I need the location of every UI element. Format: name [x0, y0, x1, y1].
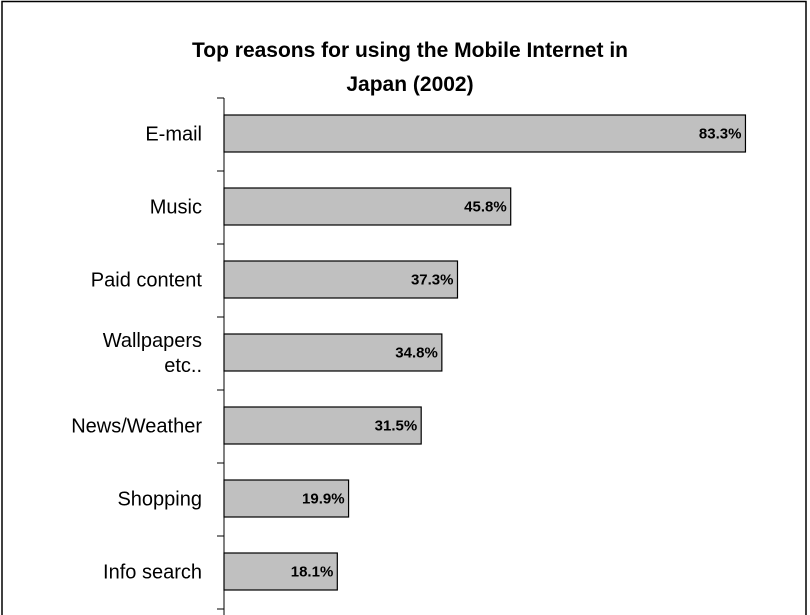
chart-title-line-2: Japan (2002) — [346, 73, 473, 96]
category-label-6: Shopping — [117, 489, 202, 511]
data-label-2: 45.8% — [464, 199, 507, 216]
category-label-5: News/Weather — [71, 416, 202, 438]
category-label-4: Wallpapers etc.. — [103, 330, 202, 377]
category-label-line: Shopping — [117, 489, 202, 511]
category-label-line: E-mail — [145, 124, 202, 146]
category-label-1: E-mail — [145, 124, 202, 146]
category-label-line: Wallpapers — [103, 330, 202, 352]
data-label-1: 83.3% — [699, 126, 742, 143]
category-label-7: Info search — [103, 562, 202, 584]
category-label-line: News/Weather — [71, 416, 202, 438]
category-label-3: Paid content — [91, 270, 203, 292]
category-label-line: Info search — [103, 562, 202, 584]
category-label-line: etc.. — [164, 355, 202, 377]
category-label-2: Music — [150, 197, 202, 219]
bar-1 — [223, 114, 747, 153]
bar-7 — [223, 552, 338, 591]
data-label-6: 19.9% — [302, 491, 345, 508]
data-label-4: 34.8% — [395, 345, 438, 362]
chart-title-line-1: Top reasons for using the Mobile Interne… — [192, 39, 628, 62]
bar-3 — [223, 260, 459, 299]
data-label-7: 18.1% — [291, 564, 334, 581]
bar-2 — [223, 187, 512, 226]
bar-6 — [223, 479, 350, 518]
bar-5 — [223, 406, 422, 445]
category-label-line: Music — [150, 197, 202, 219]
category-label-line: Paid content — [91, 270, 203, 292]
plot-area: 83.3% E-mail 45.8% Music 37.3% Paid content 34… — [71, 97, 747, 615]
bar-4 — [223, 333, 443, 372]
data-label-3: 37.3% — [411, 272, 454, 289]
data-label-5: 31.5% — [375, 418, 418, 435]
